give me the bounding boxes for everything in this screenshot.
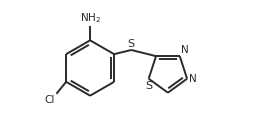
Text: S: S xyxy=(145,81,152,91)
Text: S: S xyxy=(128,39,135,49)
Text: N: N xyxy=(181,45,189,55)
Text: Cl: Cl xyxy=(45,95,55,105)
Text: NH$_2$: NH$_2$ xyxy=(80,11,101,25)
Text: N: N xyxy=(189,74,197,84)
